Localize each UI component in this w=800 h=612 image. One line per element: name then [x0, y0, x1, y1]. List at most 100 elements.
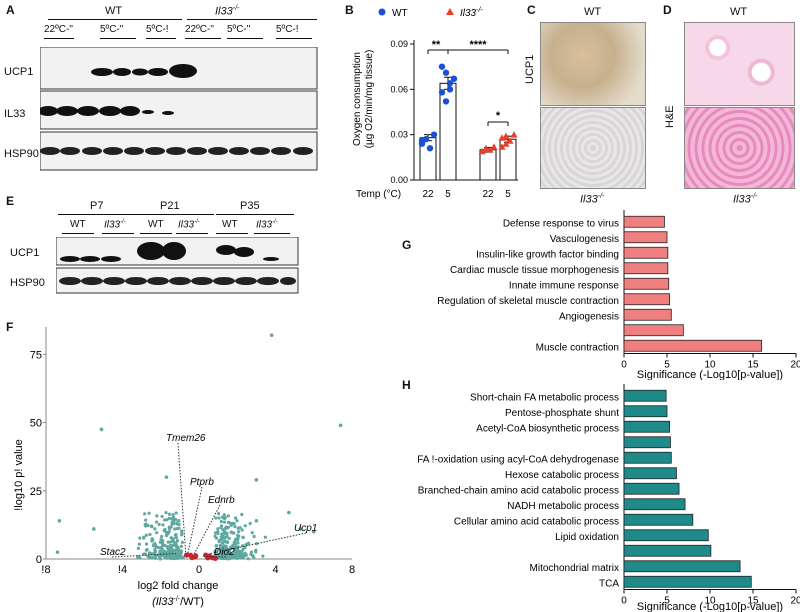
panel-b-point-wt	[446, 80, 454, 87]
volcano-point	[176, 547, 180, 552]
panel-f-callout	[210, 532, 307, 555]
panel-f-ytick-label: 25	[30, 486, 42, 498]
panel-f-xlabel: log2 fold change	[138, 580, 219, 592]
panel-f-gene-label: Dio2	[214, 547, 235, 558]
panel-b-point-ko	[486, 146, 494, 153]
panel-g-category-label: Vasculogenesis	[550, 234, 619, 245]
panel-f-xtick-label: !8	[41, 564, 50, 576]
panel-b-xtick-label: 5	[505, 189, 511, 200]
panel-h-bar	[623, 482, 680, 495]
panel-h-xtick-label: 20	[790, 596, 800, 607]
panel-c-label: C	[527, 3, 536, 17]
volcano-point	[164, 530, 168, 534]
volcano-point	[261, 554, 265, 558]
volcano-point	[214, 544, 219, 548]
panel-b-chart: WT Il33-/- Oxygen consumption (µg O2/min…	[352, 7, 518, 200]
panel-g-category-label: Muscle contraction	[536, 342, 619, 353]
panel-b-point-ko	[490, 143, 498, 150]
panel-a-wt-line	[48, 19, 182, 20]
volcano-point	[153, 550, 157, 554]
volcano-point	[157, 522, 161, 527]
panel-b-bar	[479, 149, 497, 181]
volcano-point	[179, 549, 183, 553]
volcano-point	[220, 532, 224, 536]
panel-e-age-p7: P7	[90, 200, 104, 212]
volcano-point	[213, 549, 217, 553]
volcano-point	[234, 549, 238, 553]
volcano-point	[155, 514, 159, 518]
volcano-point	[167, 516, 171, 520]
panel-e-gt-2: Il33-/-	[104, 219, 126, 231]
volcano-point	[250, 531, 254, 535]
volcano-point	[219, 519, 223, 524]
panel-e-gt-4: Il33-/-	[178, 219, 200, 231]
panel-f-gene-label: Ucp1	[294, 523, 317, 534]
panel-g-bar	[623, 246, 669, 259]
panel-e-gt-6: Il33-/-	[256, 219, 278, 231]
volcano-point	[160, 544, 165, 548]
panel-a-western-blot	[40, 47, 318, 171]
panel-h-bar	[623, 513, 694, 526]
panel-g-bar	[623, 308, 672, 321]
panel-b-point-wt	[446, 86, 454, 93]
volcano-point	[229, 551, 234, 556]
volcano-point	[235, 538, 240, 542]
volcano-point	[246, 542, 250, 546]
panel-g-chart: Defense response to virus Vasculogenesis I…	[437, 210, 800, 380]
panel-a-row-hsp90: HSP90	[4, 148, 39, 160]
panel-g-bar	[623, 262, 669, 275]
volcano-point	[219, 524, 224, 528]
volcano-point	[223, 539, 227, 543]
volcano-point	[287, 510, 291, 515]
panel-c-ko: Il33-/-	[580, 193, 605, 206]
volcano-point	[171, 539, 176, 544]
volcano-point	[249, 552, 253, 556]
volcano-point	[137, 542, 141, 546]
panel-b-ytick-label: 0.03	[390, 130, 408, 140]
panel-d-ko-image	[684, 107, 795, 189]
volcano-point	[143, 523, 147, 527]
panel-e-row-hsp90: HSP90	[10, 277, 45, 289]
volcano-point	[222, 516, 226, 520]
volcano-point	[171, 515, 176, 519]
panel-h-category-label: Hexose catabolic process	[505, 470, 619, 481]
volcano-point	[164, 475, 169, 479]
volcano-point	[160, 514, 164, 519]
panel-g-category-label: Innate immune response	[509, 280, 620, 291]
panel-a-label: A	[6, 3, 15, 17]
panel-h-label: H	[402, 378, 411, 392]
volcano-point	[243, 524, 247, 528]
panel-h-bar	[623, 544, 712, 557]
volcano-point	[222, 513, 226, 517]
legend-ko-marker	[446, 8, 454, 15]
volcano-point	[167, 512, 172, 516]
volcano-point	[161, 541, 165, 545]
volcano-point-highlight	[206, 553, 213, 559]
panel-b-ytick-label: 0.00	[390, 175, 408, 185]
panel-h-xlabel: Significance (-Log10[p-value])	[637, 601, 783, 612]
volcano-point	[216, 530, 220, 534]
panel-g-bar	[623, 293, 670, 306]
panel-g-label: G	[402, 238, 412, 252]
volcano-point	[252, 534, 256, 539]
panel-h-bar	[623, 529, 709, 542]
panel-f-callout	[177, 442, 187, 553]
volcano-point	[239, 554, 243, 558]
volcano-point	[138, 556, 142, 560]
volcano-point	[216, 512, 221, 516]
panel-g-bar	[623, 215, 665, 228]
volcano-point	[214, 536, 219, 540]
volcano-point	[177, 519, 181, 523]
panel-b-sig-2: ****	[469, 39, 487, 51]
panel-c-wt-image	[540, 22, 646, 106]
panel-h-bar	[623, 467, 677, 480]
panel-a-cond-4: 22ºC-"	[185, 24, 214, 35]
volcano-point	[171, 513, 175, 517]
panel-b-point-ko	[498, 143, 506, 150]
panel-g-xtick-label: 5	[664, 360, 670, 371]
panel-a-row-il33: IL33	[4, 108, 26, 120]
volcano-point	[180, 540, 184, 544]
volcano-point	[177, 522, 181, 527]
panel-b-point-ko	[510, 131, 518, 138]
panel-h-xtick-label: 0	[621, 596, 627, 607]
